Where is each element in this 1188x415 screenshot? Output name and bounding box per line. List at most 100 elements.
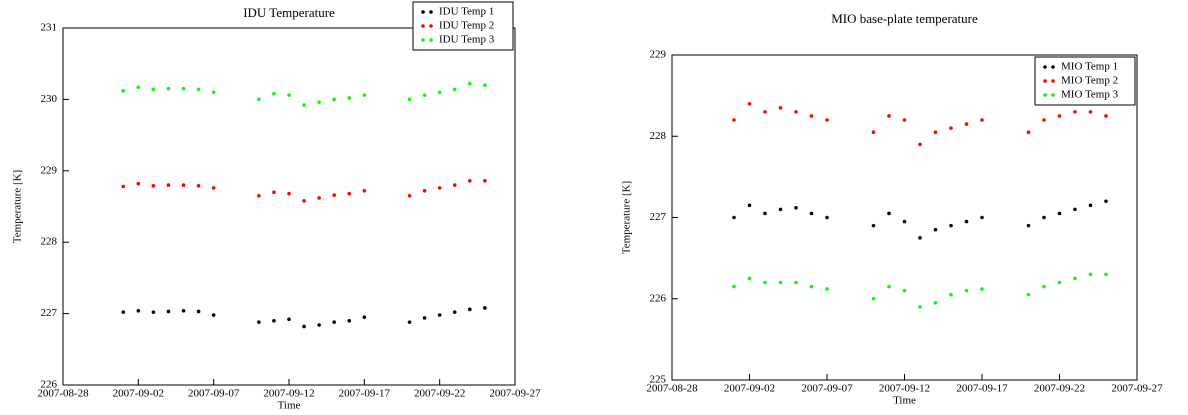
data-point [732,284,736,289]
data-point [949,223,953,228]
data-point [257,97,261,102]
data-point [871,223,876,228]
x-tick-label: 2007-09-17 [339,388,391,400]
data-point [362,93,367,97]
data-point [1073,276,1077,281]
y-tick-label: 230 [41,93,58,105]
data-point [1088,272,1093,277]
y-tick-label: 229 [650,49,667,61]
data-point [747,276,752,281]
x-tick-label: 2007-08-28 [37,388,89,400]
data-point [763,211,767,216]
data-point [257,320,261,324]
data-point [1042,118,1046,122]
data-point [121,89,126,93]
data-point [121,184,126,189]
data-point [1042,215,1046,220]
data-point [468,307,472,312]
data-point [980,287,984,291]
data-point [732,215,736,220]
data-point [964,219,969,224]
data-point [794,205,798,210]
y-tick-label: 226 [41,379,58,391]
data-point [763,280,767,285]
data-point [452,183,457,187]
data-point [332,320,337,324]
data-point [121,310,126,314]
data-point [871,130,876,134]
data-point [181,86,186,91]
x-tick-label: 2007-09-27 [1111,383,1163,395]
data-point [332,97,337,102]
data-point [964,288,969,293]
legend-marker [421,24,425,28]
x-axis-label: Time [278,400,301,412]
data-point [272,190,276,195]
data-point [809,114,814,118]
data-point [468,178,472,183]
data-point [136,181,141,186]
data-point [887,284,891,289]
data-point [1104,199,1108,204]
data-point [794,110,798,114]
data-point [1026,130,1031,134]
data-point [407,97,412,102]
legend-marker [1043,65,1047,69]
data-point [347,96,352,100]
data-point [287,317,291,322]
legend-marker [1043,93,1047,97]
legend-marker [429,24,433,28]
data-point [483,83,487,87]
data-point [949,292,953,297]
x-tick-label: 2007-09-27 [489,388,541,400]
data-point [166,309,171,314]
data-point [933,130,938,134]
chart-title: IDU Temperature [243,5,335,20]
data-point [763,110,767,114]
y-tick-label: 229 [41,164,58,176]
data-point [272,91,276,96]
data-point [980,215,984,220]
data-point [902,288,907,293]
data-point [778,106,783,110]
x-tick-label: 2007-09-07 [801,383,853,395]
data-point [196,183,201,188]
chart: IDU Temperature 226 227 228 229 230 231 2007-08… [12,1,541,412]
plot-frame [62,27,516,386]
data-point [825,215,829,220]
data-point [887,114,891,118]
data-point [1088,110,1093,114]
legend-marker [429,38,433,42]
data-point [211,186,216,190]
data-point [196,309,201,314]
data-point [151,183,156,188]
data-point [918,142,922,147]
data-point [302,324,306,329]
chart: MIO base-plate temperature 225 226 227 228 22… [621,11,1164,407]
data-point [887,211,891,216]
x-tick-label: 2007-09-02 [113,388,164,400]
data-point [747,203,752,208]
data-point [317,100,321,105]
legend-label: IDU Temp 2 [439,20,494,32]
data-point [483,306,487,310]
x-tick-label: 2007-09-22 [414,388,465,400]
x-tick-label: 2007-09-12 [263,388,314,400]
data-point [1104,114,1108,118]
y-axis-label: Temperature [K] [621,181,633,254]
data-point [483,178,487,183]
legend-label: MIO Temp 3 [1061,89,1119,101]
x-tick-label: 2007-09-17 [956,383,1008,395]
legend-label: IDU Temp 3 [439,34,495,46]
data-point [166,183,171,187]
legend-marker [1051,65,1055,69]
y-tick-label: 227 [41,307,58,319]
y-tick-label: 227 [650,211,667,223]
data-point [422,188,427,193]
data-point [794,280,798,285]
data-point [136,85,141,90]
data-point [918,305,922,309]
data-point [918,236,922,240]
legend-marker [1051,93,1055,97]
